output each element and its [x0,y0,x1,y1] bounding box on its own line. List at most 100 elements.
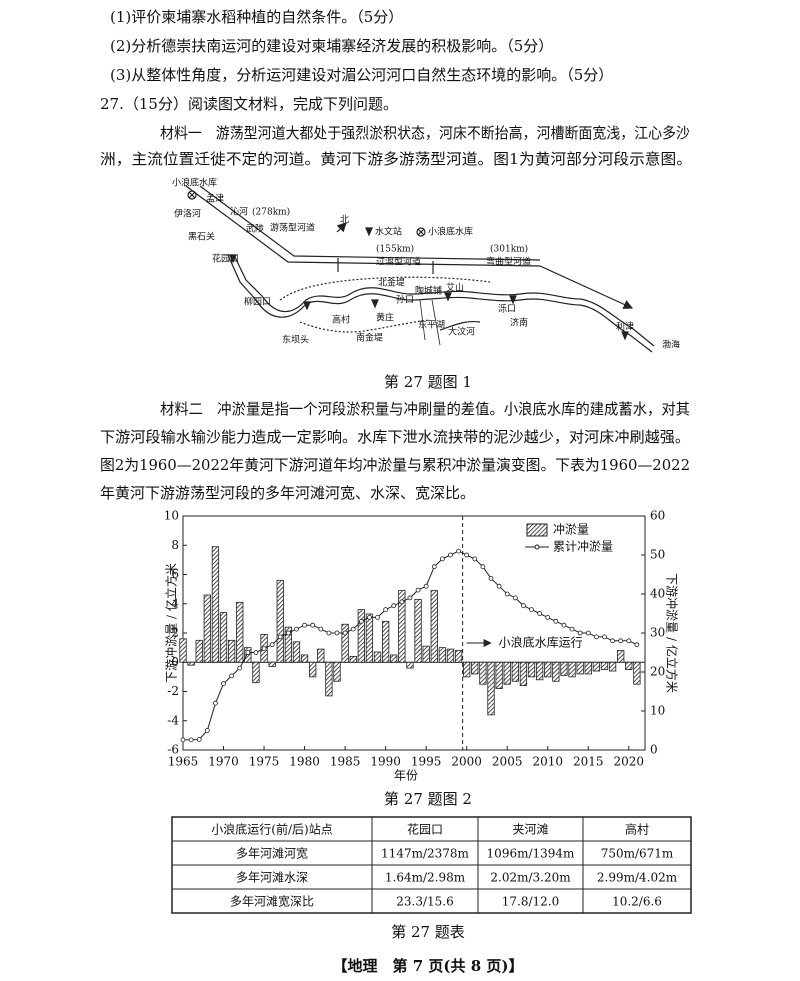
line-point [521,603,526,609]
legend-label: 冲淤量 [553,522,589,537]
y2-tick-label: 50 [650,548,665,562]
bar [203,594,211,663]
map-label: 黑石关 [188,231,215,243]
y2-tick-label: 10 [650,704,665,718]
bar [219,612,228,663]
bar [625,661,633,670]
line-point [294,626,299,632]
map-label: 艾山 [446,283,464,294]
line-point [480,564,486,570]
line-point [391,603,397,609]
table-cell: 1.64m/2.98m [385,871,466,885]
chart: -6 -4 -2 0 2 4 6 8 10 0 10 20 30 40 50 60 1965 1970 1975 19… [164,509,680,783]
text-line: (1)评价柬埔寨水稻种植的自然条件。（5分） [110,8,403,26]
bar [325,661,333,697]
bar [535,661,544,681]
line-point [472,556,478,562]
line-point [464,552,470,558]
x-tick-label: 2020 [614,755,645,769]
bar [398,590,406,663]
map-label: 孟津 [206,194,224,205]
bar [438,647,447,663]
bar [381,620,390,663]
bar [276,579,284,663]
x-tick-label: 1965 [168,755,199,769]
bar [463,661,471,678]
line-point [302,622,307,628]
map-label: (155km) [376,244,414,255]
bar [608,661,617,672]
bar [349,656,357,663]
line-point [367,615,372,620]
line-point [261,646,267,651]
line-point [342,630,348,636]
line-point [618,638,624,644]
line-point [496,583,502,589]
table-cell: 2.02m/3.20m [490,871,571,885]
map-label: 小浪底水库 [172,177,217,189]
bar [227,639,236,663]
line-point [213,700,218,706]
bar [633,661,641,685]
footer: 【地理 第 7 页(共 8 页)】 [333,957,524,975]
line-point [204,728,210,733]
line-point [504,591,510,597]
map-label: 利津 [616,321,634,333]
table-cell: 1147m/2378m [381,847,470,861]
text-line: (3)从整体性角度，分析运河建设对湄公河河口自然生态环境的影响。（5分） [110,66,613,84]
line-point [285,630,291,636]
bar [365,613,374,663]
map-label: 陶城铺 [415,285,442,297]
map-label: 高村 [332,314,350,326]
bar [317,648,325,663]
text-line: (2)分析德崇扶南运河的建设对柬埔寨经济发展的积极影响。（5分） [110,37,553,55]
line-point [269,642,275,648]
caption: 第 27 题图 1 [384,373,472,391]
map-figure [185,185,655,353]
y-tick-label: -4 [167,713,179,727]
y2-tick-label: 20 [650,665,665,679]
bar [373,651,382,663]
line-point [610,638,615,644]
x-tick-label: 1975 [249,755,280,769]
bar [584,661,592,675]
line-point [245,650,251,655]
document-text: (1)评价柬埔寨水稻种植的自然条件。（5分） (2)分析德崇扶南运河的建设对柬埔寨… [100,8,692,975]
table-cell: 1096m/1394m [487,847,576,861]
line-point [310,622,316,628]
map-label: 沁河 [230,206,248,218]
line-point [602,634,607,640]
text-line: 27.（15分）阅读图文材料，完成下列问题。 [100,95,398,113]
line-point [626,638,632,644]
bar [527,661,536,678]
bar [552,661,560,682]
x-tick-label: 2015 [573,755,604,769]
line-point [423,583,429,589]
y-tick-label: 8 [171,538,179,552]
map-label: 武陟 [246,223,264,235]
map-label: 北 [340,215,349,226]
bar [479,661,487,685]
line-point [577,630,583,636]
x-axis-label: 年份 [394,769,418,783]
legend-swatch [526,523,548,537]
table-cell: 多年河滩河宽 [236,846,308,861]
y-tick-label: 10 [164,509,179,523]
line-point [318,626,324,632]
line-point [350,626,356,632]
table-header: 夹河滩 [512,823,548,837]
bar [519,661,528,687]
line-point [456,548,461,554]
line-point [569,626,575,632]
y-tick-label: 2 [171,626,179,640]
line-point [512,595,518,601]
map-label: 弯曲型河道 [486,256,531,268]
map-label: 东平湖 [418,319,445,331]
map-labels: 小浪底水库孟津伊洛河黑石关花园口沁河武陟(278km)游荡型河道北(155km)… [172,177,680,351]
line-point [221,681,226,687]
bar [333,661,341,682]
text-line: 材料一 游荡型河道大都处于强烈淤积状态，河床不断抬高，河槽断面宽浅，江心多沙 [160,124,690,142]
table-header: 高村 [625,822,649,837]
bar [544,661,552,678]
